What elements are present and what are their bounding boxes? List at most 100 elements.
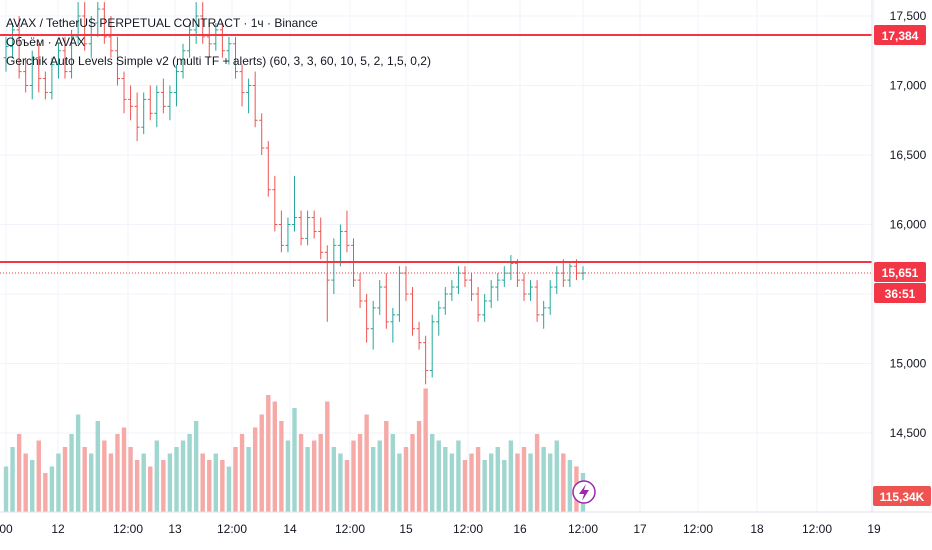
- volume-bar: [475, 447, 481, 512]
- candle: [252, 71, 258, 128]
- volume-bar: [548, 453, 553, 512]
- candle: [180, 43, 186, 79]
- candle: [206, 22, 212, 58]
- candle: [147, 85, 153, 121]
- candle: [154, 85, 160, 128]
- price-axis[interactable]: 17,50017,00016,50016,00015,50015,00014,5…: [871, 0, 927, 512]
- volume-bar: [167, 453, 173, 512]
- legend-indicator[interactable]: Gerchik Auto Levels Simple v2 (multi TF …: [6, 54, 431, 68]
- volume-bar: [554, 440, 559, 512]
- candle: [88, 16, 94, 58]
- volume-bar: [318, 434, 323, 512]
- candle: [232, 36, 238, 79]
- volume-bar: [128, 447, 133, 512]
- candle: [364, 294, 370, 343]
- candle: [429, 314, 435, 378]
- volume-bar: [443, 447, 448, 512]
- candle: [514, 259, 520, 288]
- volume-bar: [121, 427, 127, 512]
- time-tick-label: 12: [51, 522, 65, 536]
- time-tick-label: 16: [513, 522, 527, 536]
- volume-bar: [141, 453, 146, 512]
- candle: [567, 263, 573, 288]
- volume-bar: [331, 447, 337, 512]
- time-tick-label: 13: [168, 522, 182, 536]
- price-tick-label: 16,500: [890, 148, 927, 162]
- candle: [173, 64, 179, 107]
- candle: [75, 2, 81, 44]
- candle: [55, 43, 61, 79]
- price-tick-label: 15,000: [890, 357, 927, 371]
- candle: [101, 2, 107, 44]
- volume-bar: [429, 434, 435, 512]
- candle: [82, 2, 88, 51]
- volume-bar: [23, 453, 28, 512]
- volume-bar: [180, 440, 186, 512]
- candles: [3, 2, 586, 385]
- time-tick-label: 19: [867, 522, 881, 536]
- volume-bar: [56, 453, 61, 512]
- volume-bar: [16, 434, 22, 512]
- candle: [547, 280, 553, 315]
- volume-bar: [370, 447, 376, 512]
- candle: [193, 2, 199, 44]
- last-price-tag-bg: [874, 262, 926, 282]
- volume-bar: [30, 460, 35, 512]
- volume-bar: [436, 440, 441, 512]
- price-tags: 17,384 15,651 36:51 115,34K: [873, 25, 931, 506]
- volume-bar: [292, 408, 297, 512]
- candle: [436, 300, 442, 336]
- volume-bar: [410, 434, 415, 512]
- legend-title[interactable]: AVAX / TetherUS PERPETUAL CONTRACT · 1ч …: [6, 16, 318, 30]
- candle: [410, 287, 416, 336]
- volume-bar: [207, 460, 212, 512]
- volume-bar: [364, 414, 369, 512]
- volume-bar: [449, 453, 455, 512]
- volume-bar: [456, 440, 461, 512]
- plot-area[interactable]: [0, 0, 872, 512]
- candle: [416, 321, 422, 350]
- candle: [482, 294, 488, 322]
- volume-bar: [3, 466, 9, 512]
- volume-bar: [174, 447, 179, 512]
- candle: [108, 16, 114, 58]
- legend: AVAX / TetherUS PERPETUAL CONTRACT · 1ч …: [6, 14, 431, 71]
- countdown-tag-bg: [874, 283, 926, 303]
- volume-bar: [154, 440, 160, 512]
- volume-bar: [134, 460, 140, 512]
- candle: [528, 280, 534, 301]
- volume-bar: [344, 460, 350, 512]
- flash-icon[interactable]: [572, 480, 596, 504]
- level-top-tag-bg: [874, 25, 926, 45]
- time-tick-label: 12:00: [453, 522, 483, 536]
- volume-bar: [69, 434, 74, 512]
- volume-bar: [115, 434, 120, 512]
- candle: [488, 280, 494, 308]
- volume-bar: [521, 447, 527, 512]
- candle: [324, 245, 330, 322]
- volume-bar: [252, 427, 258, 512]
- candle: [337, 224, 343, 267]
- volume-bar: [403, 447, 409, 512]
- legend-volume[interactable]: Объём · AVAX: [6, 35, 86, 49]
- candle: [141, 92, 147, 135]
- volume-bar: [495, 447, 500, 512]
- volume-bar: [102, 440, 107, 512]
- volume-bar: [89, 453, 94, 512]
- volume-bar: [508, 440, 514, 512]
- candle: [3, 36, 9, 72]
- volume-bar: [193, 421, 199, 512]
- candle: [49, 57, 55, 100]
- candle: [121, 71, 127, 114]
- candle: [16, 16, 22, 79]
- volume-bar: [567, 460, 573, 512]
- volume-bar: [397, 453, 402, 512]
- candle: [187, 22, 193, 58]
- volume-bar: [36, 440, 41, 512]
- volume-bar: [75, 414, 81, 512]
- candle: [475, 287, 481, 322]
- candle: [311, 210, 317, 239]
- time-axis[interactable]: 00 12 12:00 13 12:00 14 12:00 15 12:00 16 12:00 17 1…: [0, 511, 932, 536]
